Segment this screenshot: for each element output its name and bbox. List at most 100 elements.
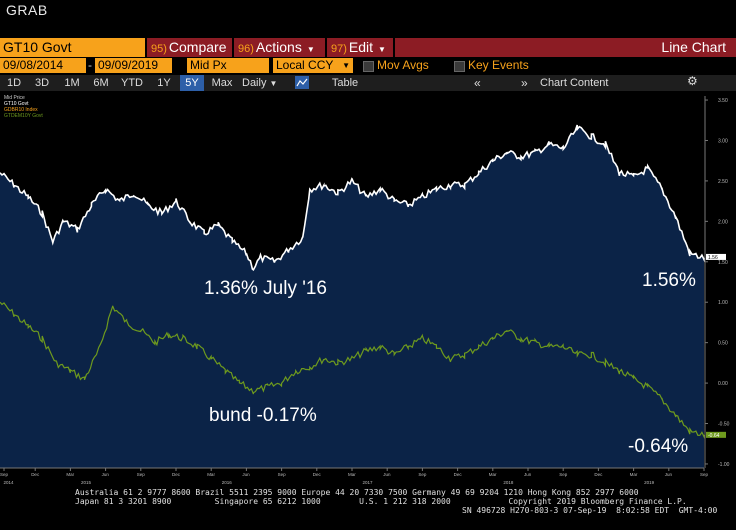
chevron-down-icon: ▼ (269, 79, 278, 88)
x-month-label: Dec (313, 472, 322, 477)
annotation-us-low: 1.36% July '16 (204, 278, 327, 299)
ticker-field[interactable]: GT10 Govt (0, 38, 145, 57)
timeframe-6m[interactable]: 6M (93, 77, 109, 89)
toolbar-divider (232, 38, 234, 57)
footer-serial-line: SN 496728 H270-803-3 07-Sep-19 8:02:58 E… (462, 506, 718, 515)
x-month-label: Sep (700, 472, 709, 477)
x-month-label: Sep (0, 472, 9, 477)
x-month-label: Sep (559, 472, 568, 477)
currency-value: Local CCY (276, 58, 334, 72)
annotation-bund-low: bund -0.17% (209, 405, 317, 426)
actions-menu[interactable]: 96) Actions ▼ (238, 38, 315, 57)
series-line-bund10y (0, 301, 705, 439)
us-area-fill (0, 125, 704, 468)
price-field-select[interactable]: Mid Px (187, 58, 269, 73)
x-month-label: Jun (665, 472, 673, 477)
footer-contacts-line1: Australia 61 2 9777 8600 Brazil 5511 239… (75, 488, 639, 497)
x-month-label: Mar (489, 472, 497, 477)
chevron-down-icon: ▼ (306, 45, 315, 54)
table-button[interactable]: Table (331, 77, 359, 89)
x-month-label: Jun (383, 472, 391, 477)
x-year-label: 2015 (81, 480, 92, 485)
grab-label: GRAB (6, 2, 48, 18)
mov-avgs-checkbox[interactable] (363, 61, 374, 72)
timeframe-3d[interactable]: 3D (34, 77, 50, 89)
period-value: Daily (242, 77, 267, 89)
last-value-text-us: 1.56 (708, 255, 718, 261)
line-chart-icon[interactable] (295, 76, 309, 89)
y-tick-label: 2.00 (718, 219, 728, 225)
chart-content-button[interactable]: Chart Content (540, 77, 609, 89)
timeframe-1m[interactable]: 1M (64, 77, 80, 89)
legend-header: Mid Price (4, 95, 25, 101)
actions-shortcut: 96) (238, 43, 254, 55)
yield-chart: 3.50 3.00 2.50 2.00 1.50 1.00 0.50 0.00 -0.50 -1.… (0, 96, 730, 485)
toolbar-divider (393, 38, 395, 57)
edit-shortcut: 97) (331, 43, 347, 55)
x-month-label: Mar (66, 472, 74, 477)
compare-button[interactable]: 95) Compare (151, 38, 227, 57)
x-year-label: 2016 (222, 480, 233, 485)
x-month-label: Dec (172, 472, 181, 477)
y-tick-label: 1.50 (718, 260, 728, 266)
footer-contacts-line2: Japan 81 3 3201 8900 Singapore 65 6212 1… (75, 497, 687, 506)
y-tick-label: -0.50 (718, 422, 730, 428)
chart-legend: Mid Price GT10 Govt GDBR10 Index GTDEM10… (4, 95, 43, 119)
key-events-label: Key Events (468, 58, 529, 72)
y-tick-label: 0.50 (718, 341, 728, 347)
x-month-label: Mar (207, 472, 215, 477)
period-select[interactable]: Daily ▼ (242, 75, 286, 91)
x-month-label: Jun (524, 472, 532, 477)
x-month-label: Jun (102, 472, 110, 477)
key-events-checkbox[interactable] (454, 61, 465, 72)
x-year-label: 2014 (4, 480, 15, 485)
y-tick-label: -1.00 (718, 462, 730, 468)
x-year-label: 2019 (644, 480, 655, 485)
chevron-down-icon: ▼ (378, 45, 386, 54)
y-tick-label: 3.00 (718, 138, 728, 144)
last-value-text-bund: -0.64 (708, 433, 720, 439)
currency-select[interactable]: Local CCY ▼ (273, 58, 353, 73)
legend-item-us10y: GT10 Govt (4, 101, 29, 107)
toolbar-divider (325, 38, 327, 57)
command-toolbar (0, 38, 736, 57)
x-month-label: Jun (242, 472, 250, 477)
timeframe-1y[interactable]: 1Y (157, 77, 171, 89)
last-value-tag-bund (706, 431, 726, 438)
x-month-label: Dec (31, 472, 40, 477)
x-month-label: Sep (278, 472, 287, 477)
chevron-down-icon: ▼ (342, 61, 350, 70)
gear-icon[interactable]: ⚙ (687, 74, 698, 88)
timeframe-5y[interactable]: 5Y (180, 75, 204, 91)
end-date-field[interactable]: 09/09/2019 (95, 58, 172, 73)
y-tick-label: 3.50 (718, 98, 728, 104)
x-month-label: Mar (348, 472, 356, 477)
start-date-field[interactable]: 09/08/2014 (0, 58, 86, 73)
x-month-label: Sep (137, 472, 146, 477)
timeframe-1d[interactable]: 1D (6, 77, 22, 89)
actions-label: Actions (255, 39, 302, 55)
x-month-label: Mar (630, 472, 638, 477)
compare-label: Compare (168, 39, 227, 55)
timeframe-max[interactable]: Max (211, 77, 233, 89)
legend-item-bund10y: GTDEM10Y Govt (4, 113, 43, 119)
last-value-tag-us (706, 253, 726, 260)
compare-shortcut: 95) (151, 43, 167, 55)
collapse-left-icon[interactable]: « (474, 76, 481, 90)
view-title: Line Chart (661, 39, 726, 55)
toolbar-divider (145, 38, 147, 57)
y-tick-label: 2.50 (718, 179, 728, 185)
x-year-label: 2018 (503, 480, 514, 485)
x-month-label: Sep (418, 472, 427, 477)
annotation-bund-last: -0.64% (628, 436, 689, 457)
edit-label: Edit (348, 39, 374, 55)
series-line-us10y (0, 124, 705, 271)
timeframe-ytd[interactable]: YTD (121, 77, 143, 89)
x-year-label: 2017 (363, 480, 374, 485)
legend-item-gdbr10: GDBR10 Index (4, 107, 38, 113)
edit-menu[interactable]: 97) Edit ▼ (331, 38, 386, 57)
y-tick-label: 0.00 (718, 381, 728, 387)
expand-right-icon[interactable]: » (521, 76, 528, 90)
x-month-label: Dec (454, 472, 463, 477)
annotation-us-last: 1.56% (642, 270, 696, 291)
